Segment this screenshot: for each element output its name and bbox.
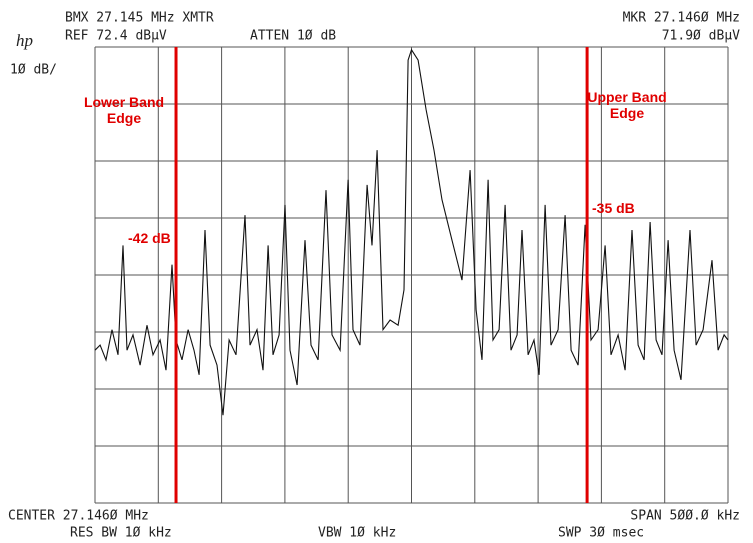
sweep-time: SWP 3Ø msec: [558, 526, 644, 541]
annotation: Lower Band Edge: [83, 94, 165, 126]
resolution-bandwidth: RES BW 1Ø kHz: [70, 526, 172, 541]
annotation: -35 dB: [592, 200, 635, 216]
center-frequency: CENTER 27.146Ø MHz: [8, 509, 149, 524]
scale: 1Ø dB/: [10, 63, 57, 78]
logo: hp: [16, 31, 33, 50]
marker-frequency: MKR 27.146Ø MHz: [623, 11, 740, 26]
span: SPAN 5ØØ.Ø kHz: [630, 509, 740, 524]
title: BMX 27.145 MHz XMTR: [65, 11, 214, 26]
attenuation: ATTEN 1Ø dB: [250, 29, 336, 44]
marker-level: 71.9Ø dBµV: [662, 29, 740, 44]
annotation: Upper Band Edge: [587, 89, 667, 121]
video-bandwidth: VBW 1Ø kHz: [318, 526, 396, 541]
annotation: -42 dB: [128, 230, 171, 246]
trace: [94, 48, 729, 416]
ref-level: REF 72.4 dBµV: [65, 29, 167, 44]
